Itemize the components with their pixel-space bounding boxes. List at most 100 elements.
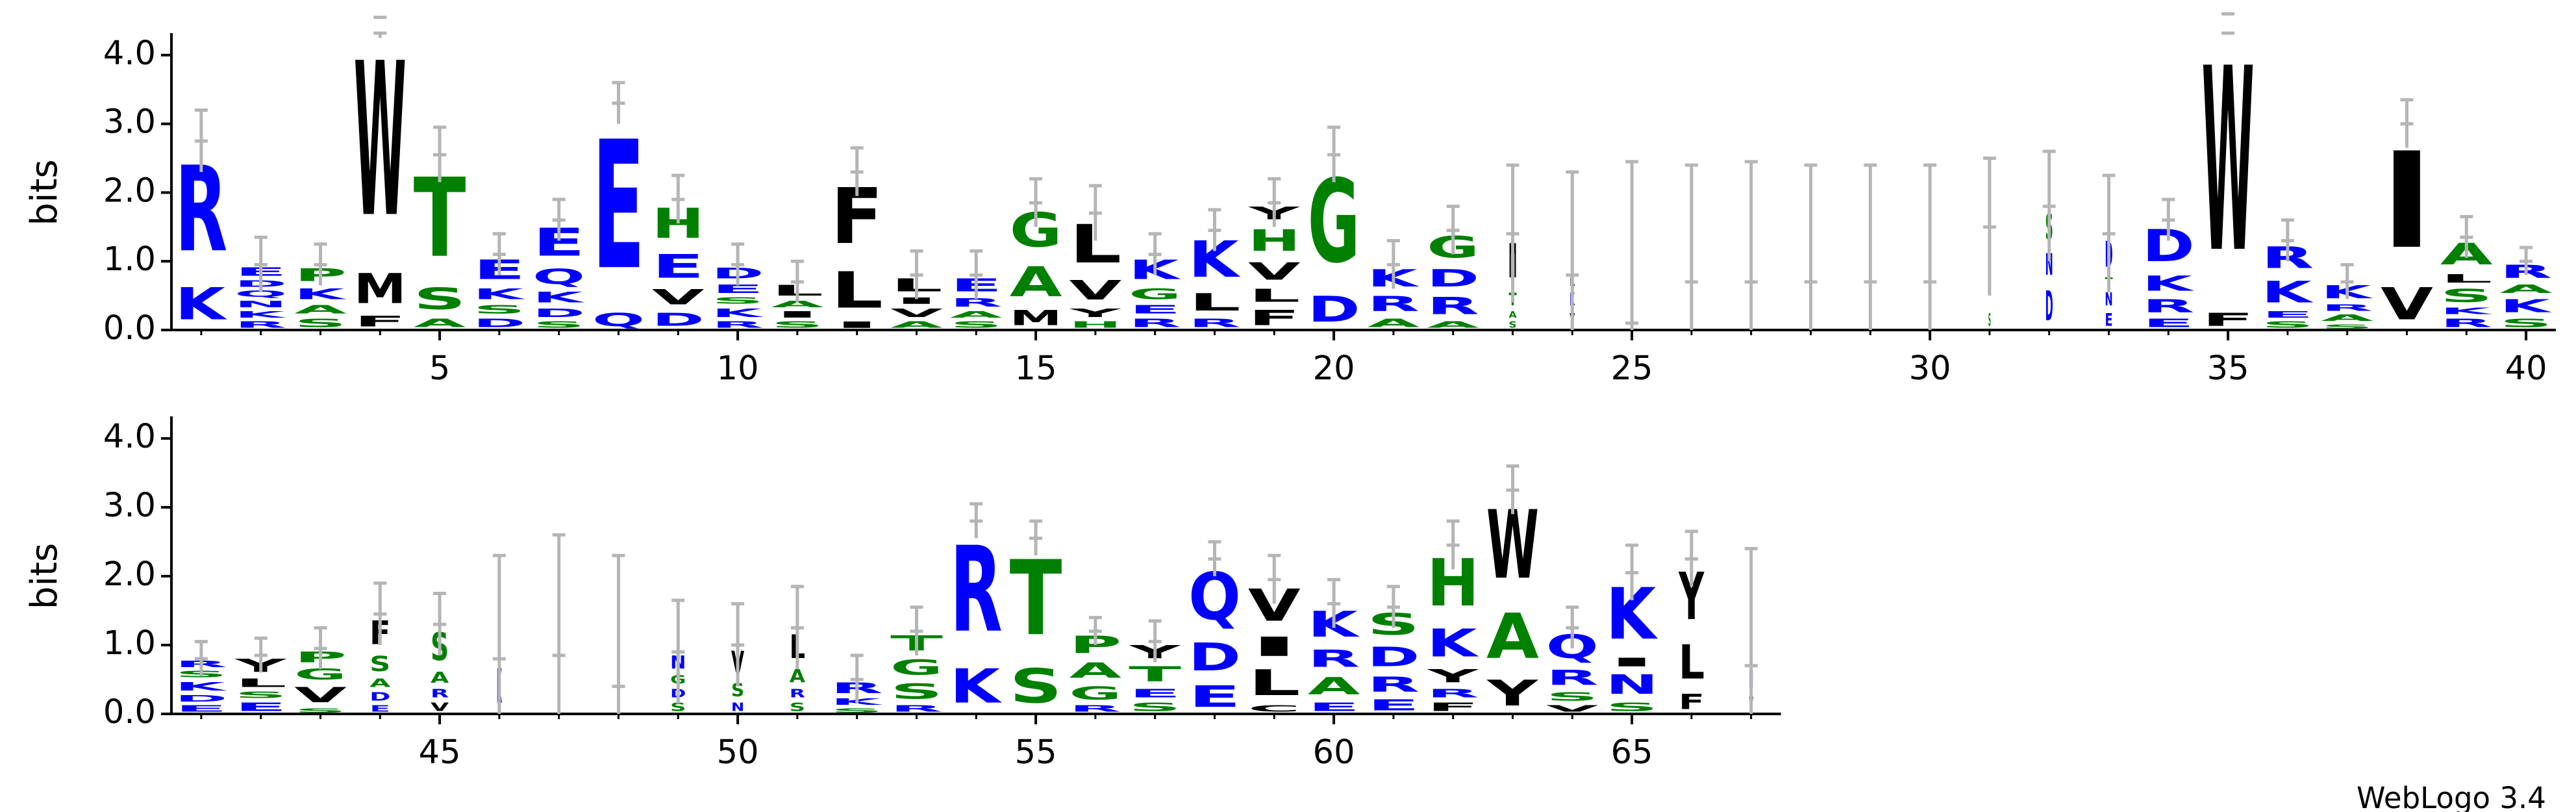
error-bar xyxy=(1446,519,1460,570)
letter: V xyxy=(890,306,943,320)
letter: T xyxy=(1129,663,1181,687)
letter: A xyxy=(2500,282,2553,296)
letter: G xyxy=(1129,285,1181,302)
error-bar xyxy=(1684,163,1698,330)
letter: G xyxy=(1069,683,1122,704)
error-bar xyxy=(2520,246,2533,275)
x-tick-label: 50 xyxy=(717,733,759,772)
error-bar xyxy=(373,16,387,38)
error-bar xyxy=(731,602,745,687)
error-bar xyxy=(910,605,923,655)
letter: S xyxy=(950,320,1003,330)
letter: F xyxy=(1679,691,1705,715)
error-bar xyxy=(1744,160,1758,330)
error-bar xyxy=(790,585,804,670)
y-tick-label: 0.0 xyxy=(103,693,156,731)
error-bar xyxy=(254,235,268,292)
letter: S xyxy=(369,653,390,677)
letter: R xyxy=(790,687,806,700)
error-bar xyxy=(969,249,983,299)
letter: R xyxy=(1427,292,1479,320)
error-bar xyxy=(2460,214,2473,258)
x-tick-label: 25 xyxy=(1611,349,1653,388)
error-bar xyxy=(314,242,327,286)
letter: N xyxy=(2045,247,2053,282)
letter: R xyxy=(2142,296,2195,317)
letter: K xyxy=(950,659,1003,714)
x-tick-label: 45 xyxy=(419,733,461,772)
letter: L xyxy=(1248,662,1301,704)
letter: E xyxy=(175,704,228,714)
x-tick-label: 20 xyxy=(1313,349,1355,388)
x-tick-label: 60 xyxy=(1313,733,1355,772)
letter: A xyxy=(1010,259,1062,306)
letter: K xyxy=(2440,306,2493,316)
error-bar xyxy=(254,636,268,673)
error-bar xyxy=(1029,519,1043,556)
letter: A xyxy=(2321,313,2373,324)
letter: S xyxy=(831,707,883,714)
letter: L xyxy=(1679,635,1705,690)
error-bar xyxy=(552,197,566,241)
letter: E xyxy=(712,282,764,296)
letter: K xyxy=(294,286,347,303)
letter: R xyxy=(431,687,449,700)
error-bar xyxy=(1566,605,1579,649)
letter: V xyxy=(294,683,347,707)
x-tick-label: 35 xyxy=(2207,349,2249,388)
error-bar xyxy=(2102,173,2116,292)
x-tick-label: 30 xyxy=(1909,349,1951,388)
letter: R xyxy=(1368,292,1420,316)
letter: N xyxy=(731,701,744,715)
letter: E xyxy=(234,700,287,714)
letter: D xyxy=(1427,265,1479,292)
letter: A xyxy=(1368,316,1420,330)
letter: V xyxy=(431,700,449,714)
y-tick-label: 3.0 xyxy=(103,487,156,525)
letter: S xyxy=(473,303,526,316)
error-bar xyxy=(969,502,983,539)
error-bar xyxy=(1029,177,1043,227)
letter: S xyxy=(2321,323,2373,330)
letter: R xyxy=(234,320,287,330)
y-axis-label: bits xyxy=(23,543,66,609)
letter: D xyxy=(1188,635,1241,679)
letter: L xyxy=(1188,288,1241,316)
letter: H xyxy=(1248,223,1301,258)
letter: K xyxy=(1427,622,1479,666)
letter: L xyxy=(831,262,883,320)
y-tick-label: 3.0 xyxy=(103,103,156,142)
letter: A xyxy=(950,309,1003,320)
error-bar xyxy=(194,640,208,676)
y-tick-label: 1.0 xyxy=(103,240,156,279)
letter: N xyxy=(1606,670,1658,700)
letter: S xyxy=(1988,310,1991,331)
letter: Y xyxy=(1069,306,1121,320)
y-axis-label: bits xyxy=(23,159,66,225)
letter: A xyxy=(771,299,824,309)
footer: WebLogo 3.4 xyxy=(2357,781,2546,812)
letter: A xyxy=(1069,659,1122,683)
letter: A xyxy=(369,676,390,690)
letter: T xyxy=(1010,539,1062,659)
x-tick-label: 55 xyxy=(1015,733,1057,772)
error-bar xyxy=(612,553,625,714)
letter: R xyxy=(1427,687,1479,700)
letter: L xyxy=(1248,285,1301,306)
letter: K xyxy=(712,306,764,320)
x-tick-label: 10 xyxy=(717,349,759,388)
x-tick-label: 65 xyxy=(1611,733,1653,772)
error-bar xyxy=(612,81,625,124)
letter: E xyxy=(652,248,705,286)
letter: E xyxy=(369,704,390,715)
letter: S xyxy=(771,320,824,330)
y-tick-label: 4.0 xyxy=(103,34,156,73)
letter: R xyxy=(1069,704,1122,714)
error-bar xyxy=(2281,218,2294,262)
error-bar xyxy=(1684,529,1698,587)
error-bar xyxy=(492,232,506,275)
letter: Q xyxy=(234,289,287,299)
error-bar xyxy=(1625,160,1639,330)
letter: E xyxy=(1129,687,1181,700)
